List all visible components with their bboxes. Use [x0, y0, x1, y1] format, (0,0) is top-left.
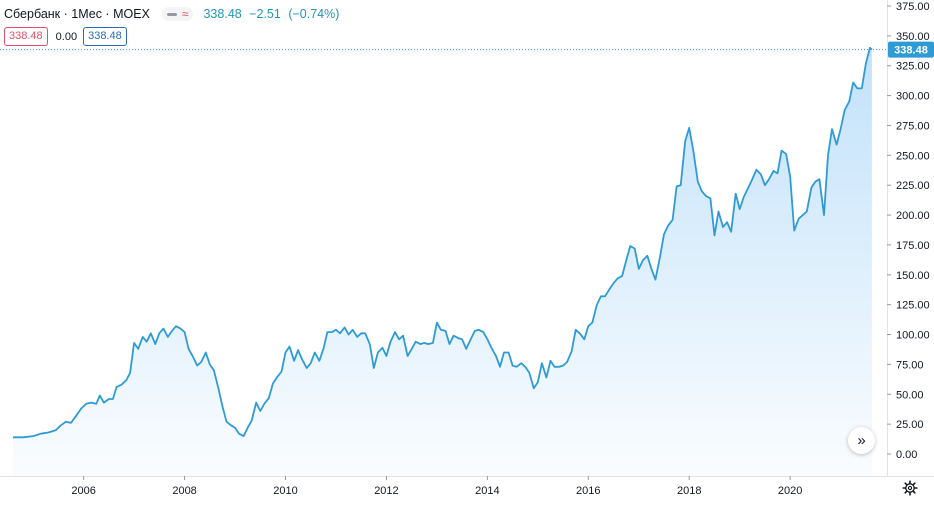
y-tick-label: 325.00	[896, 61, 930, 73]
spread-value: 0.00	[55, 30, 78, 43]
y-tick-label: 225.00	[896, 180, 930, 192]
gear-icon[interactable]	[902, 480, 918, 496]
time-scale[interactable]: 2006 2008 2010 2012 2014 2016 2018 2020	[71, 476, 802, 497]
current-price-label-text: 338.48	[894, 45, 928, 57]
legend-header: Сбербанк · 1Мес · MOEX ≈ 338.48 −2.51 (−…	[4, 5, 343, 23]
y-tick-label: 100.00	[896, 330, 930, 342]
x-tick-label: 2012	[374, 485, 398, 497]
y-tick-label: 375.00	[896, 1, 930, 13]
price-change-percent: (−0.74%)	[288, 7, 340, 21]
price-line	[13, 46, 873, 439]
minus-icon	[166, 12, 177, 16]
price-change: −2.51	[249, 7, 281, 21]
x-tick-label: 2016	[576, 485, 600, 497]
y-tick-label: 200.00	[896, 210, 930, 222]
y-tick-label: 0.00	[896, 449, 917, 461]
scroll-right-button[interactable]: »	[848, 427, 875, 454]
last-price: 338.48	[203, 7, 242, 21]
current-price-label: 338.48	[888, 41, 934, 58]
x-tick-label: 2008	[172, 485, 196, 497]
y-tick-label: 250.00	[896, 150, 930, 162]
y-tick-label: 50.00	[896, 389, 924, 401]
price-summary: 338.48 −2.51 (−0.74%)	[203, 7, 343, 21]
price-area	[13, 47, 872, 477]
buy-value-box[interactable]: 338.48	[83, 27, 127, 46]
order-values: 338.48 0.00 338.48	[4, 27, 127, 46]
x-tick-label: 2014	[475, 485, 499, 497]
y-tick-label: 25.00	[896, 419, 924, 431]
y-tick-label: 125.00	[896, 300, 930, 312]
symbol-title[interactable]: Сбербанк · 1Мес · MOEX	[4, 7, 150, 21]
y-tick-label: 275.00	[896, 120, 930, 132]
x-tick-label: 2020	[778, 485, 802, 497]
x-tick-label: 2010	[273, 485, 297, 497]
double-chevron-right-icon: »	[857, 432, 866, 449]
y-tick-label: 175.00	[896, 240, 930, 252]
y-tick-label: 75.00	[896, 359, 924, 371]
y-tick-label: 300.00	[896, 91, 930, 103]
y-tick-label: 350.00	[896, 31, 930, 43]
current-price-label-bg	[888, 41, 934, 58]
sell-value-box[interactable]: 338.48	[4, 27, 48, 46]
x-tick-label: 2006	[71, 485, 95, 497]
price-scale[interactable]: 375.00 350.00 325.00 300.00 275.00 250.00 225.…	[887, 1, 930, 461]
y-tick-label: 150.00	[896, 270, 930, 282]
approx-icon: ≈	[181, 7, 189, 21]
x-tick-label: 2018	[677, 485, 701, 497]
compare-toggle[interactable]: ≈	[161, 7, 194, 21]
